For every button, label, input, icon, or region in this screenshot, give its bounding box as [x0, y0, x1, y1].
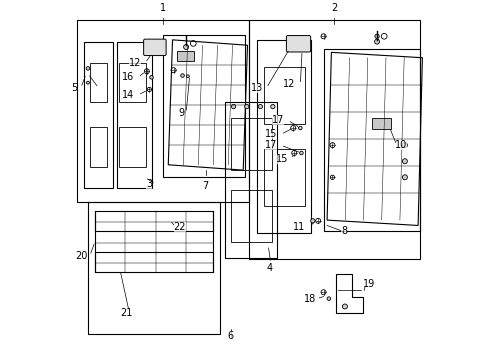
Circle shape	[270, 104, 275, 109]
Circle shape	[87, 81, 89, 84]
Bar	[177, 50, 195, 61]
Text: 2: 2	[331, 3, 337, 13]
Text: 4: 4	[267, 263, 273, 273]
Circle shape	[299, 151, 303, 155]
Circle shape	[150, 76, 153, 79]
Circle shape	[231, 104, 236, 109]
Bar	[248, 20, 420, 259]
Text: 12: 12	[129, 58, 142, 68]
Text: 16: 16	[122, 72, 134, 82]
Circle shape	[327, 297, 331, 300]
Text: 13: 13	[250, 83, 263, 93]
Text: 14: 14	[122, 90, 134, 100]
Circle shape	[343, 304, 347, 309]
Circle shape	[181, 74, 184, 77]
Text: 15: 15	[275, 154, 288, 165]
Text: 1: 1	[160, 3, 166, 13]
Text: 17: 17	[265, 140, 277, 150]
Text: 19: 19	[363, 279, 375, 289]
Text: 5: 5	[71, 83, 77, 93]
Text: 7: 7	[202, 181, 209, 191]
Text: 12: 12	[283, 80, 295, 90]
Text: 18: 18	[304, 294, 317, 303]
Bar	[163, 35, 245, 177]
Circle shape	[86, 67, 90, 70]
Text: 6: 6	[228, 332, 234, 341]
Circle shape	[258, 104, 263, 109]
Text: 10: 10	[395, 140, 407, 150]
Bar	[90, 63, 107, 102]
Text: 17: 17	[272, 115, 284, 125]
Bar	[264, 149, 305, 206]
Circle shape	[402, 175, 407, 180]
Bar	[77, 20, 248, 202]
Text: 9: 9	[178, 108, 184, 118]
Text: 20: 20	[75, 251, 88, 261]
Circle shape	[245, 104, 249, 109]
Circle shape	[187, 75, 189, 78]
Bar	[323, 49, 420, 231]
Bar	[372, 118, 392, 129]
Text: 22: 22	[173, 222, 186, 232]
Bar	[231, 190, 272, 242]
Bar	[264, 67, 305, 124]
Circle shape	[184, 45, 189, 49]
Bar	[90, 127, 107, 167]
Bar	[120, 127, 146, 167]
Circle shape	[298, 126, 302, 130]
Circle shape	[402, 159, 407, 164]
Circle shape	[374, 39, 380, 44]
Bar	[120, 63, 146, 102]
FancyBboxPatch shape	[286, 36, 311, 52]
Text: 3: 3	[146, 179, 152, 189]
FancyBboxPatch shape	[144, 39, 166, 55]
Text: 11: 11	[294, 222, 306, 232]
Circle shape	[311, 219, 315, 223]
Text: 8: 8	[342, 226, 347, 236]
Circle shape	[402, 143, 407, 148]
Circle shape	[375, 34, 379, 39]
Text: 15: 15	[265, 130, 277, 139]
Text: 21: 21	[120, 308, 132, 318]
Bar	[231, 118, 272, 170]
Bar	[88, 202, 220, 334]
